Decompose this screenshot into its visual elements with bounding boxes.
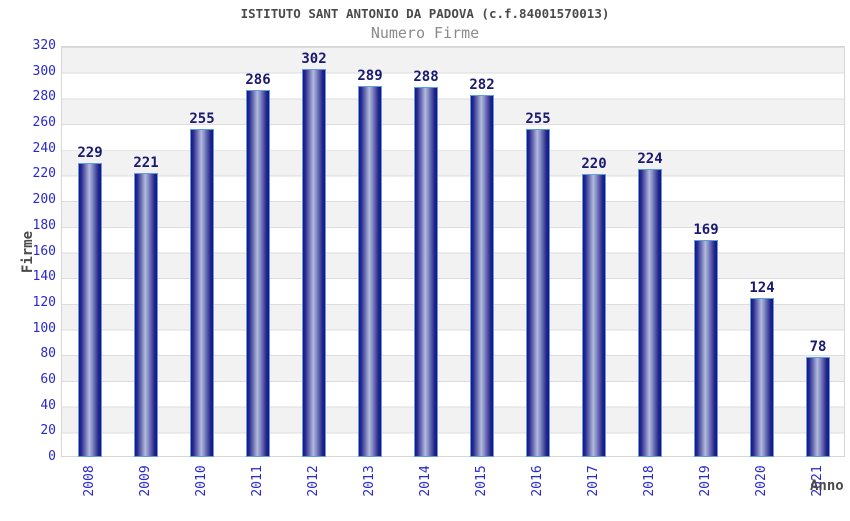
y-tick-label: 260 <box>32 115 56 131</box>
bar <box>750 298 774 457</box>
x-tick-label: 2013 <box>362 465 377 497</box>
x-tick-label: 2009 <box>138 465 153 497</box>
x-tick-label: 2016 <box>530 465 545 497</box>
bar <box>414 87 438 457</box>
bar <box>582 174 606 457</box>
x-tick-label: 2017 <box>586 465 601 497</box>
chart-subtitle: Numero Firme <box>370 24 480 42</box>
x-tick-label: 2019 <box>698 465 713 497</box>
bar <box>526 129 550 457</box>
y-tick-label: 140 <box>32 269 56 285</box>
x-tick-label: 2014 <box>418 465 433 497</box>
y-axis-title: Firme <box>20 230 36 274</box>
x-axis-title: Anno <box>810 478 844 494</box>
y-tick-label: 0 <box>48 449 56 464</box>
y-tick-label: 160 <box>32 243 56 259</box>
y-tick-label: 40 <box>40 397 56 413</box>
bar-value-label: 229 <box>77 145 103 161</box>
bar-value-label: 255 <box>189 111 215 127</box>
bar-value-label: 78 <box>809 339 827 355</box>
y-tick-label: 240 <box>32 140 56 156</box>
bar <box>470 95 494 457</box>
y-tick-label: 20 <box>40 423 56 439</box>
bar-value-label: 286 <box>245 72 271 88</box>
bar-value-label: 169 <box>693 222 719 238</box>
bar <box>806 357 830 457</box>
bar <box>694 240 718 457</box>
x-tick-label: 2012 <box>306 465 321 497</box>
y-tick-label: 180 <box>32 217 56 233</box>
y-tick-label: 320 <box>32 38 56 53</box>
plot-area <box>61 46 845 457</box>
bar-value-label: 224 <box>637 151 663 167</box>
bar-value-label: 124 <box>749 280 775 296</box>
x-tick-label: 2020 <box>754 465 769 497</box>
bar-chart: ISTITUTO SANT ANTONIO DA PADOVA (c.f.840… <box>20 6 845 497</box>
bar-value-label: 302 <box>301 51 327 67</box>
x-tick-label: 2018 <box>642 465 657 497</box>
y-tick-label: 280 <box>32 89 56 105</box>
x-tick-label: 2011 <box>250 465 265 497</box>
y-tick-label: 300 <box>32 63 56 79</box>
y-tick-label: 120 <box>32 294 56 310</box>
bar-value-label: 288 <box>413 69 439 85</box>
bar-value-label: 255 <box>525 111 551 127</box>
y-tick-label: 220 <box>32 166 56 182</box>
bar <box>246 90 270 457</box>
bar <box>134 173 158 457</box>
bar <box>638 169 662 457</box>
bar <box>302 69 326 457</box>
bar-value-label: 282 <box>469 77 495 93</box>
bar <box>78 163 102 457</box>
bar <box>358 86 382 457</box>
y-tick-label: 200 <box>32 192 56 208</box>
x-tick-label: 2015 <box>474 465 489 497</box>
y-tick-label: 60 <box>40 371 56 387</box>
bar-value-label: 220 <box>581 156 607 172</box>
y-tick-label: 80 <box>40 346 56 362</box>
chart-title: ISTITUTO SANT ANTONIO DA PADOVA (c.f.840… <box>240 6 610 21</box>
bar-value-label: 221 <box>133 155 159 171</box>
bar-value-label: 289 <box>357 68 383 84</box>
y-tick-label: 100 <box>32 320 56 336</box>
x-tick-label: 2008 <box>82 465 97 497</box>
x-tick-label: 2010 <box>194 465 209 497</box>
bar <box>190 129 214 457</box>
